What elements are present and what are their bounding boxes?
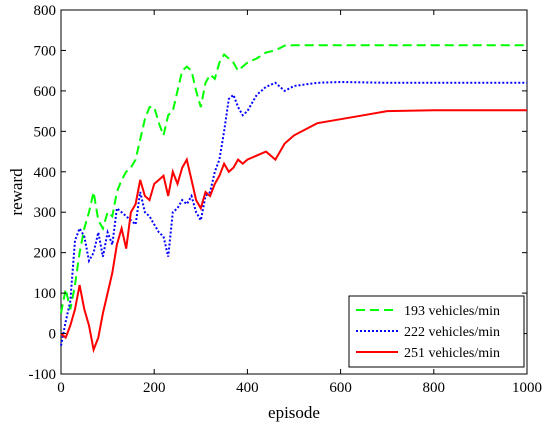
legend-label-251: 251 vehicles/min <box>404 346 500 361</box>
tick-layer: 0 200 400 600 800 1000-1000100200300400500600… <box>29 3 543 396</box>
y-tick-label: 500 <box>34 124 57 140</box>
series-line-222 <box>60 80 527 346</box>
legend-label-193: 193 vehicles/min <box>404 304 500 319</box>
legend: 193 vehicles/min 222 vehicles/min 251 ve… <box>348 295 525 368</box>
x-tick-label: 0 <box>57 380 65 396</box>
y-axis-label: reward <box>7 168 26 216</box>
x-tick-label: 200 <box>143 380 166 396</box>
x-tick-label: 1000 <box>512 380 542 396</box>
legend-box <box>348 295 525 368</box>
x-axis-label: episode <box>268 403 320 422</box>
y-tick-label: 200 <box>34 246 57 262</box>
y-tick-label: 100 <box>34 286 57 302</box>
x-tick-label: 400 <box>236 380 259 396</box>
series-line-251 <box>60 109 527 354</box>
y-tick-label: -100 <box>29 367 57 383</box>
series-line-193 <box>60 44 527 314</box>
y-tick-label: 700 <box>34 43 57 59</box>
legend-label-222: 222 vehicles/min <box>404 325 500 340</box>
y-tick-label: 400 <box>34 165 57 181</box>
y-tick-label: 0 <box>49 327 57 343</box>
y-tick-label: 300 <box>34 205 57 221</box>
series-layer <box>60 44 527 354</box>
x-tick-label: 600 <box>329 380 352 396</box>
x-tick-label: 800 <box>423 380 446 396</box>
y-tick-label: 800 <box>34 3 57 19</box>
y-tick-label: 600 <box>34 84 57 100</box>
